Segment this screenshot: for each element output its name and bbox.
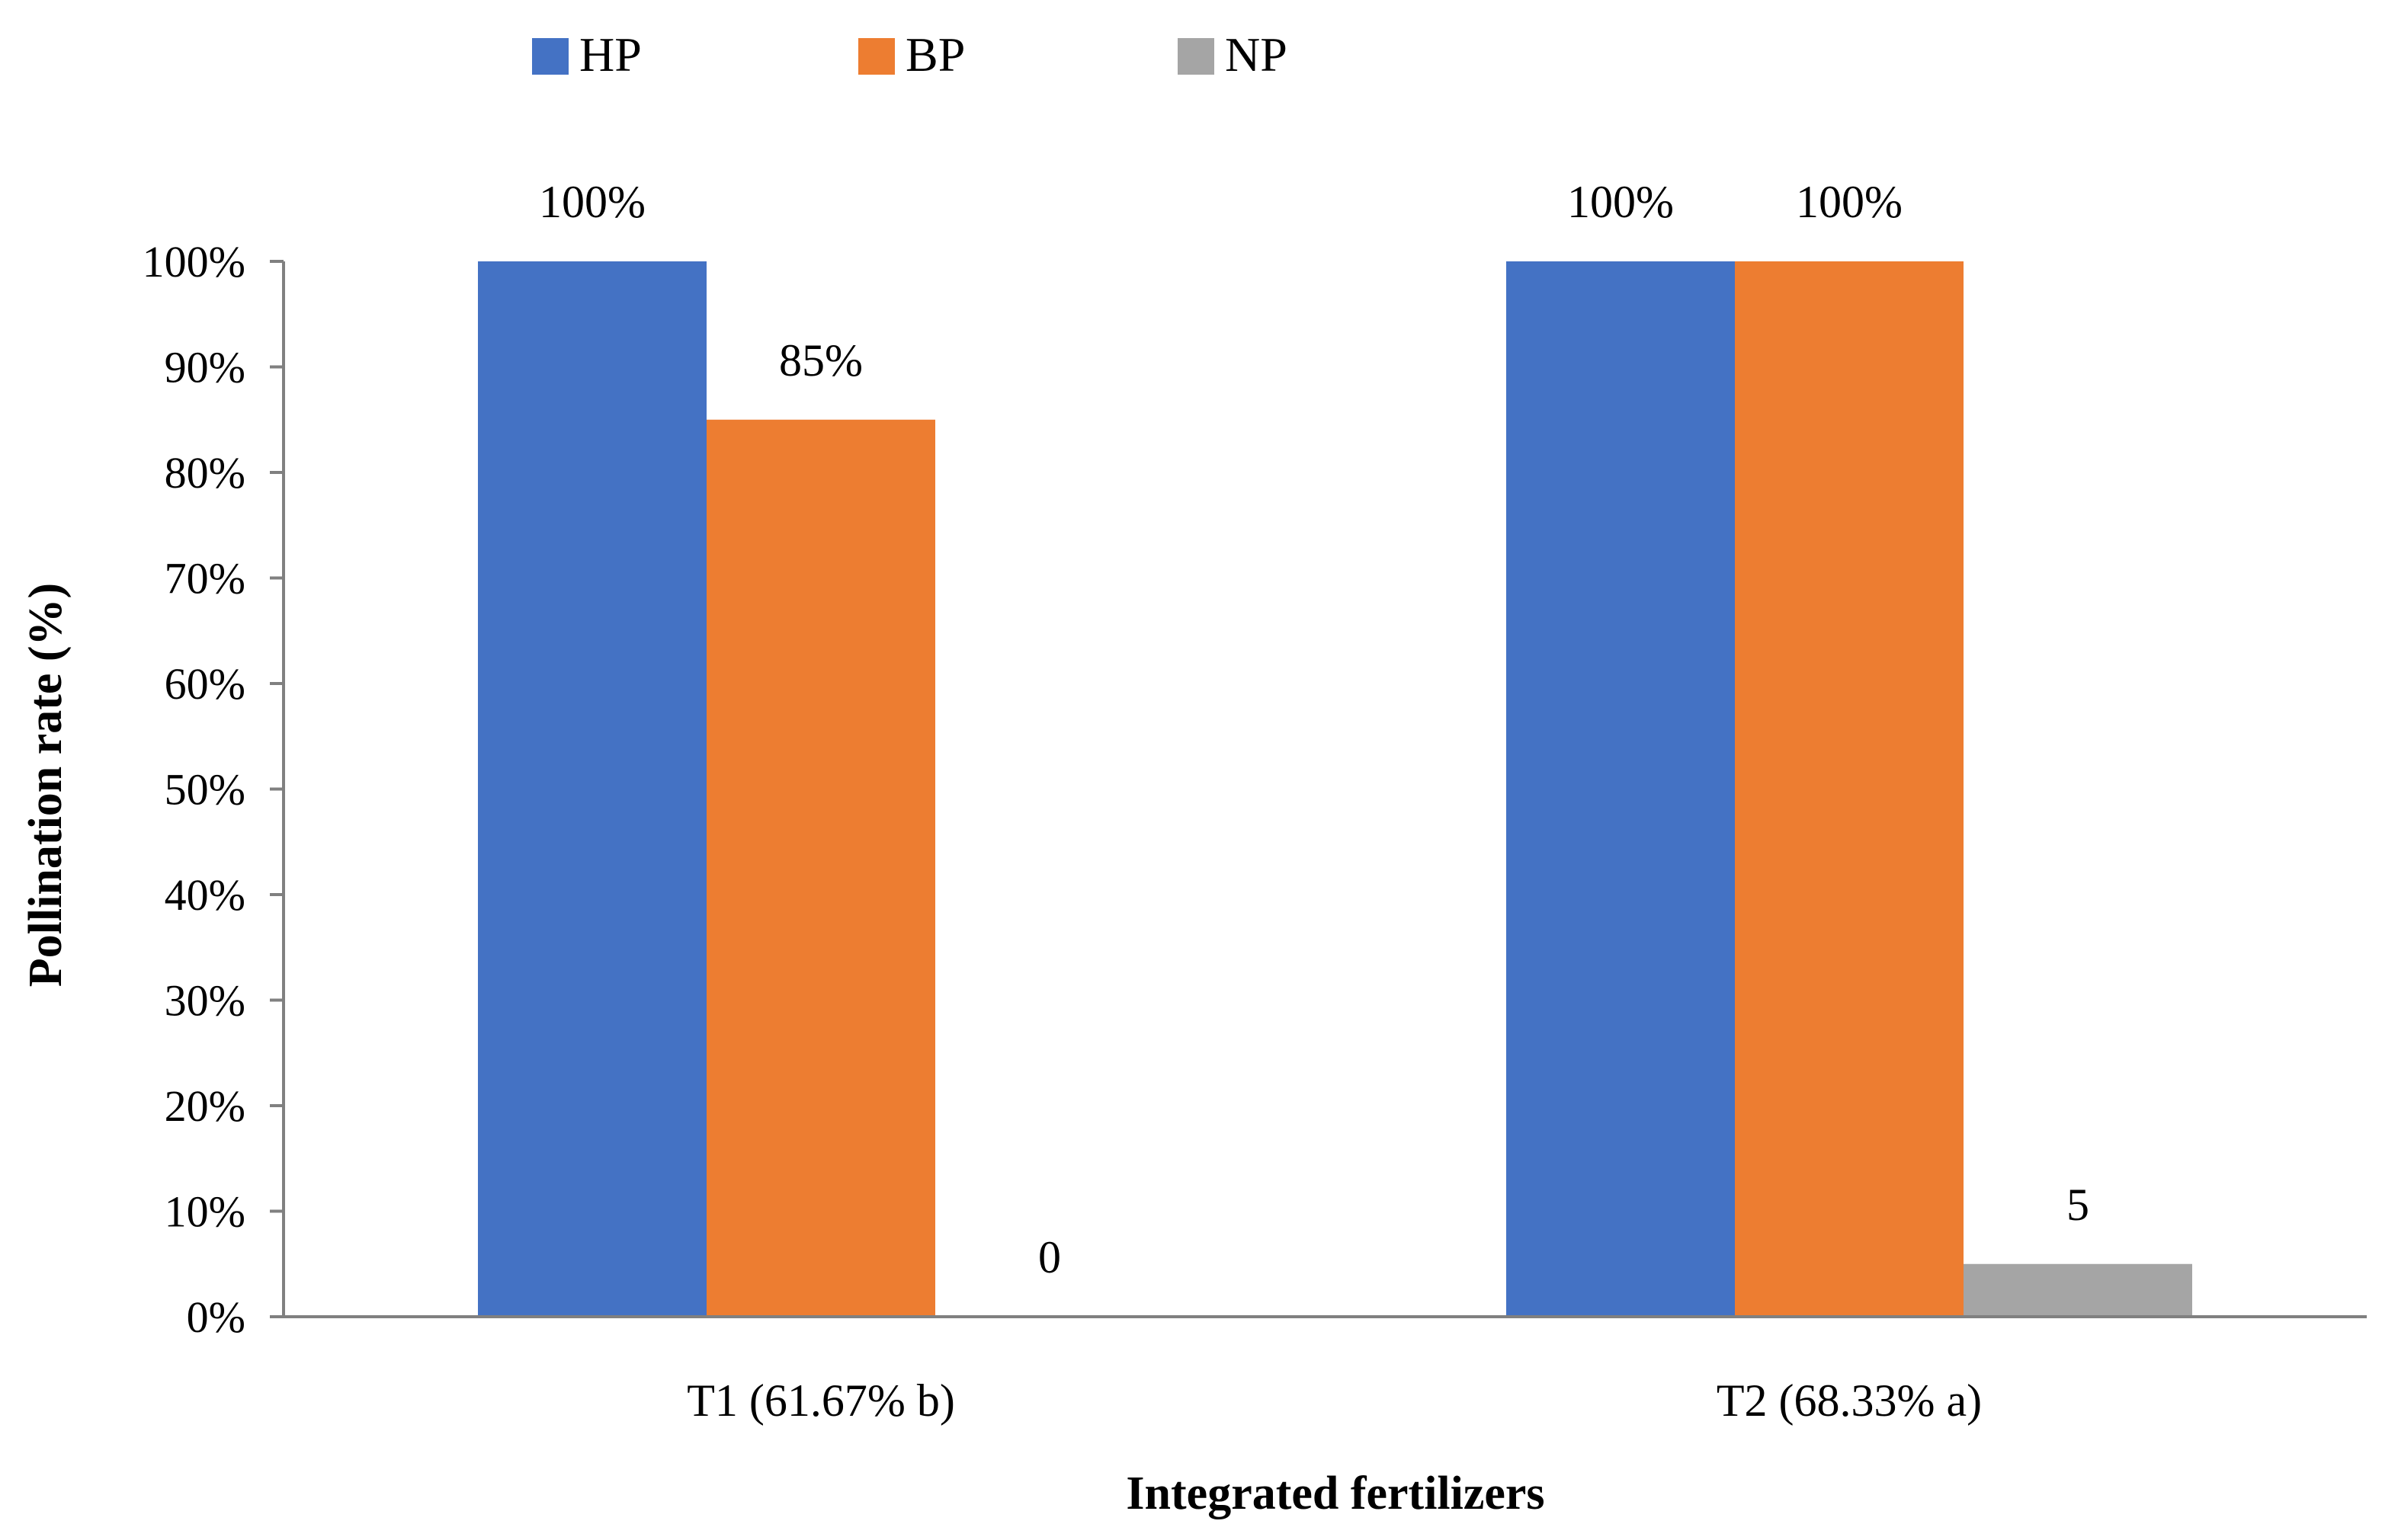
y-tick-label: 0% — [187, 1292, 245, 1342]
data-label: 5 — [2066, 1180, 2089, 1230]
y-axis: 0% 10% 20% 30% 40% 50% 60% 70% 80% 90% 100% — [143, 237, 285, 1342]
legend-swatch-bp — [858, 38, 895, 75]
y-tick-label: 60% — [165, 659, 245, 709]
bar-hp — [1506, 261, 1735, 1317]
y-tick-label: 20% — [165, 1081, 245, 1131]
legend-label: HP — [579, 27, 642, 82]
legend-swatch-np — [1178, 38, 1214, 75]
x-category-label: T1 (61.67% b) — [687, 1375, 955, 1426]
bar-hp — [478, 261, 707, 1317]
y-tick-label: 70% — [165, 554, 245, 604]
legend-label: NP — [1225, 27, 1287, 82]
y-tick-label: 30% — [165, 976, 245, 1026]
data-label: 100% — [539, 177, 646, 227]
bar-bp — [1735, 261, 1964, 1317]
y-tick-label: 40% — [165, 870, 245, 920]
x-axis: T1 (61.67% b) T2 (68.33% a) — [284, 1315, 2367, 1426]
data-label: 0 — [1038, 1232, 1061, 1282]
legend-swatch-hp — [532, 38, 569, 75]
data-label: 100% — [1567, 177, 1674, 227]
y-tick-label: 10% — [165, 1187, 245, 1237]
legend: HP BP NP — [532, 27, 1287, 82]
x-axis-title: Integrated fertilizers — [1126, 1468, 1544, 1519]
legend-label: BP — [906, 27, 965, 82]
data-label: 100% — [1796, 177, 1903, 227]
y-tick-label: 100% — [143, 237, 245, 287]
bar-bp — [707, 419, 935, 1317]
y-axis-title: Pollination rate (%) — [20, 583, 72, 987]
y-tick-label: 90% — [165, 343, 245, 392]
y-tick-label: 80% — [165, 448, 245, 498]
bars — [478, 261, 2192, 1317]
data-label: 85% — [779, 335, 863, 386]
bar-np — [1964, 1263, 2192, 1317]
x-category-label: T2 (68.33% a) — [1717, 1375, 1982, 1426]
y-tick-label: 50% — [165, 765, 245, 815]
data-labels: 100% 100% 85% 100% 0 5 — [539, 177, 2089, 1282]
